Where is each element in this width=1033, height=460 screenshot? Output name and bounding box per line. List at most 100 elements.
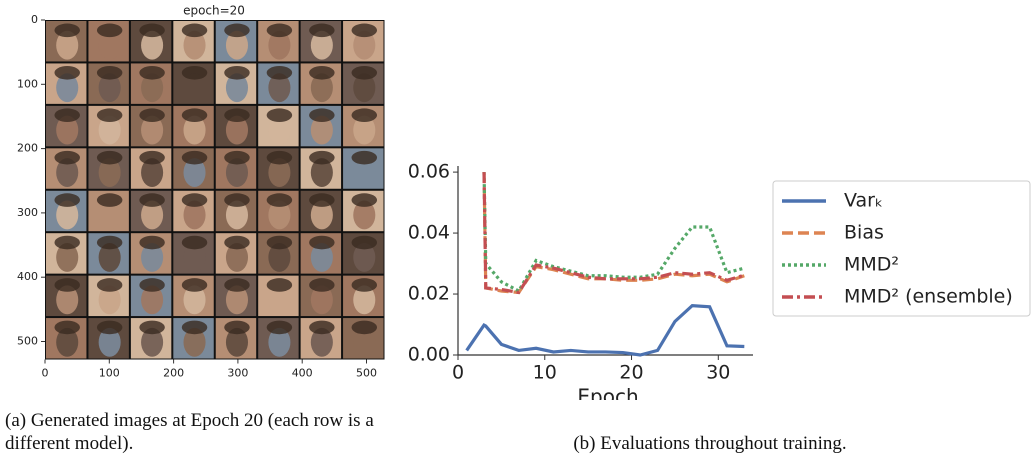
face <box>56 73 79 103</box>
hair <box>96 108 123 123</box>
hair <box>309 193 335 207</box>
face <box>310 73 333 103</box>
face <box>98 30 121 60</box>
face <box>353 158 376 187</box>
hair <box>54 23 80 38</box>
face <box>225 73 249 103</box>
image-title: epoch=20 <box>183 4 245 18</box>
hair <box>181 320 208 335</box>
series-line <box>482 172 745 294</box>
x-tick-label: 400 <box>292 367 313 380</box>
hair <box>309 150 335 165</box>
face <box>56 242 79 272</box>
hair <box>181 193 208 207</box>
face <box>268 200 291 230</box>
x-tick-label: 300 <box>227 367 248 380</box>
hair <box>224 193 250 207</box>
x-tick-label: 30 <box>706 362 730 384</box>
hair <box>309 235 335 250</box>
hair <box>54 65 80 80</box>
face <box>141 200 164 230</box>
face <box>268 73 291 103</box>
hair <box>224 65 250 80</box>
face <box>56 158 79 187</box>
hair <box>54 278 80 292</box>
hair <box>96 150 123 165</box>
x-tick-label: 200 <box>163 367 184 380</box>
caption-b: (b) Evaluations throughout training. <box>573 433 847 454</box>
face <box>268 115 291 145</box>
x-tick-label: 0 <box>42 367 49 380</box>
face <box>268 285 291 315</box>
face <box>98 200 121 230</box>
face <box>56 327 79 357</box>
hair <box>266 150 293 165</box>
face <box>183 327 206 357</box>
face <box>98 285 121 315</box>
hair <box>224 150 250 165</box>
face <box>56 200 79 230</box>
face <box>353 200 376 230</box>
caption-a: (a) Generated images at Epoch 20 (each r… <box>5 410 374 454</box>
face <box>353 327 376 357</box>
face <box>310 327 333 357</box>
hair <box>54 150 80 165</box>
hair <box>309 23 335 38</box>
hair <box>351 320 378 335</box>
hair <box>139 108 165 123</box>
face <box>98 242 121 272</box>
hair <box>224 108 250 123</box>
face <box>141 242 164 272</box>
hair <box>139 193 165 207</box>
hair <box>266 23 293 38</box>
x-tick-label: 10 <box>533 362 557 384</box>
x-tick-label: 500 <box>356 367 377 380</box>
hair <box>224 235 250 250</box>
face <box>141 285 164 315</box>
hair <box>96 235 123 250</box>
hair <box>181 278 208 292</box>
hair <box>181 150 208 165</box>
face <box>183 285 206 315</box>
face <box>310 200 333 230</box>
face <box>98 115 121 145</box>
hair <box>351 150 378 165</box>
face <box>353 73 376 103</box>
y-tick-label: 500 <box>17 335 38 348</box>
hair <box>266 235 293 250</box>
face <box>56 30 79 60</box>
y-tick-label: 300 <box>17 206 38 219</box>
face <box>310 115 333 145</box>
hair <box>266 320 293 335</box>
face <box>310 242 333 272</box>
hair <box>139 320 165 335</box>
hair <box>139 150 165 165</box>
face <box>98 158 121 187</box>
hair <box>351 65 378 80</box>
hair <box>351 193 378 207</box>
hair <box>181 108 208 123</box>
face <box>141 115 164 145</box>
hair <box>139 278 165 292</box>
hair <box>139 65 165 80</box>
hair <box>96 320 123 335</box>
face <box>353 242 376 272</box>
hair <box>54 235 80 250</box>
face <box>56 285 79 315</box>
face <box>225 327 249 357</box>
hair <box>266 193 293 207</box>
legend-label: MMD² (ensemble) <box>844 286 1013 308</box>
y-tick-label: 200 <box>17 142 38 155</box>
hair <box>351 23 378 38</box>
face <box>353 30 376 60</box>
face <box>225 115 249 145</box>
x-tick-label: 20 <box>619 362 643 384</box>
hair <box>309 108 335 123</box>
face <box>183 115 206 145</box>
hair <box>139 23 165 38</box>
hair <box>181 235 208 250</box>
x-axis-label: Epoch <box>577 385 638 401</box>
face <box>183 73 206 103</box>
face <box>310 30 333 60</box>
